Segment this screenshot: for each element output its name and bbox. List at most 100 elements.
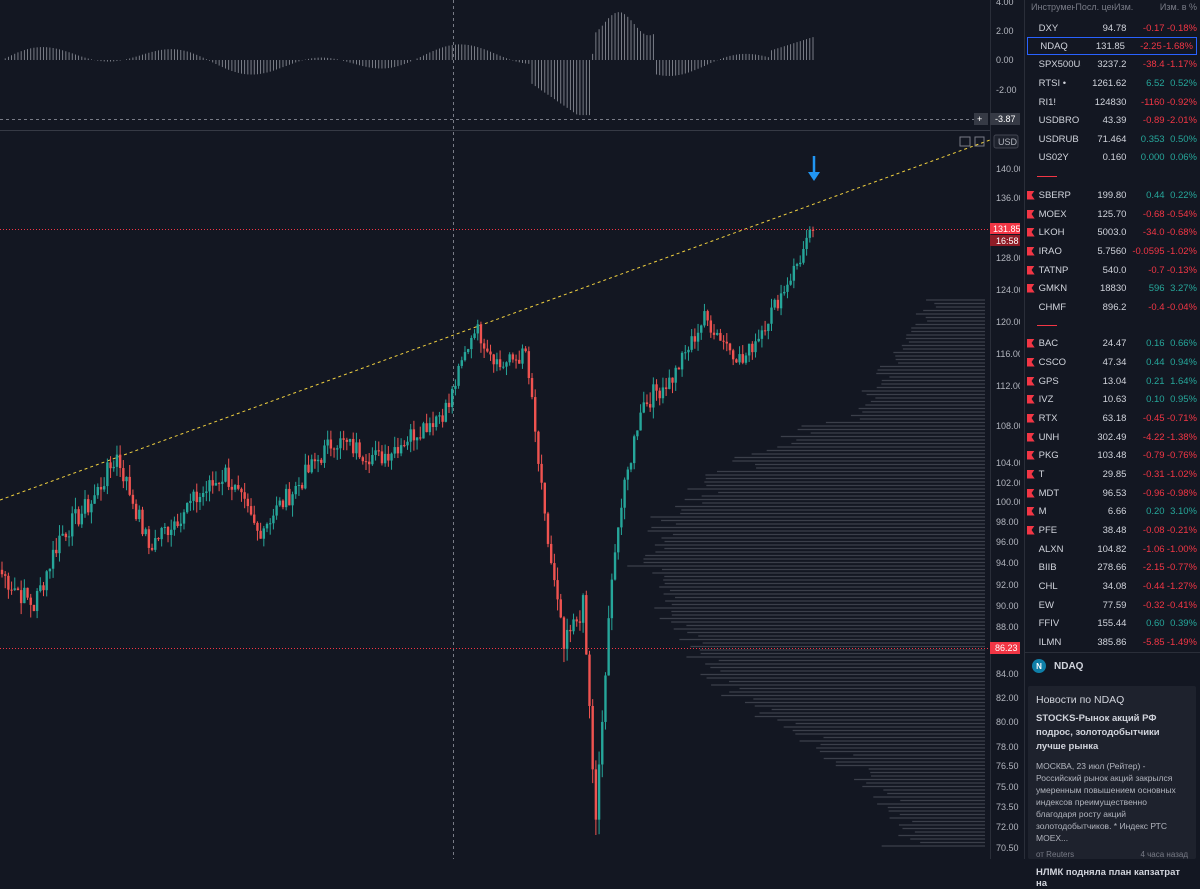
candle-body <box>435 416 438 428</box>
arrow-marker-icon <box>808 172 820 181</box>
header-change-pct[interactable]: Изм. в % <box>1159 2 1197 12</box>
candle-body <box>243 492 246 499</box>
watchlist-row[interactable]: SPX500USD 3237.2 -38.4-1.17% <box>1025 55 1200 73</box>
watchlist-row[interactable]: IVZ 10.63 0.10 0.95% <box>1025 390 1200 408</box>
pane-maximize-icon <box>959 136 971 147</box>
candle-body <box>655 384 658 391</box>
watchlist-row[interactable]: BAC 24.47 0.16 0.66% <box>1025 334 1200 352</box>
row-symbol: TATNP <box>1038 264 1069 276</box>
row-change-pct: -0.76% <box>1166 449 1197 461</box>
candle-body <box>182 512 186 524</box>
flag-icon <box>1027 153 1035 162</box>
watchlist-row[interactable]: RTSI • 1261.62 6.52 0.52% <box>1025 74 1200 92</box>
watchlist-row[interactable]: SBERP 199.80 0.44 0.22% <box>1025 186 1200 204</box>
watchlist-row[interactable]: CHMF 896.2 -0.4 -0.04% <box>1025 298 1200 316</box>
candle-body <box>205 491 208 493</box>
watchlist-row[interactable]: ILMN 385.86 -5.85 -1.49% <box>1025 633 1200 651</box>
row-change: -4.22 <box>1142 431 1165 443</box>
candle-body <box>419 437 422 439</box>
watchlist-row[interactable]: CSCO 47.34 0.44 0.94% <box>1025 353 1200 371</box>
watchlist-row[interactable]: USDBRO 43.39 -0.89 -2.01% <box>1025 111 1200 129</box>
candle-body <box>738 354 741 363</box>
row-change: -5.85 <box>1142 636 1165 648</box>
flag-icon <box>1027 582 1035 591</box>
flag-icon <box>1027 79 1035 88</box>
watchlist-row[interactable]: FFIV 155.44 0.60 0.39% <box>1025 614 1200 632</box>
watchlist-row[interactable]: GPS 13.04 0.21 1.64% <box>1025 372 1200 390</box>
row-change: -2.15 <box>1142 561 1165 573</box>
candle-body <box>511 354 515 360</box>
header-symbol[interactable]: Инструмент <box>1031 2 1076 12</box>
candle-body <box>246 498 250 507</box>
candle-body <box>451 388 454 408</box>
candle-body <box>390 453 393 461</box>
news-item-title[interactable]: STOCKS-Рынок акций РФ подрос, золотодобы… <box>1036 713 1160 752</box>
watchlist-row[interactable]: PFE 38.48 -0.08 -0.21% <box>1025 521 1200 539</box>
row-change-pct: 0.52% <box>1170 77 1197 89</box>
watchlist-row[interactable]: T 29.85 -0.31 -1.02% <box>1025 465 1200 483</box>
watchlist-row[interactable]: PKG 103.48 -0.79 -0.76% <box>1025 446 1200 464</box>
watchlist-row[interactable]: CHL 34.08 -0.44 -1.27% <box>1025 577 1200 595</box>
row-symbol: SPX500USD <box>1038 58 1081 70</box>
watchlist-row[interactable]: LKOH 5003.0 -34.0 -0.68% <box>1025 223 1200 241</box>
watchlist-row[interactable]: ALXN 104.82 -1.06 -1.00% <box>1025 540 1200 558</box>
row-change-pct: 3.27% <box>1170 282 1197 294</box>
candle-body <box>792 265 796 281</box>
candle-body <box>134 503 138 520</box>
watchlist-row[interactable]: MOEX 125.70 -0.68 -0.54% <box>1025 205 1200 223</box>
row-last-price: 1261.62 <box>1092 77 1127 89</box>
header-last[interactable]: Посл. цен <box>1075 2 1114 12</box>
candle-body <box>313 459 317 462</box>
news-item-body[interactable]: МОСКВА, 23 июл (Рейтер) - Российский рын… <box>1036 761 1176 843</box>
candle-body <box>693 336 697 342</box>
candle-body <box>779 293 783 309</box>
chart-area[interactable]: 140.00136.00132.00128.00124.00120.00116.… <box>0 0 1020 859</box>
watchlist-row[interactable]: BIIB 278.66 -2.15 -0.77% <box>1025 558 1200 576</box>
watchlist-row[interactable]: IRAO 5.7560 -0.0595 -1.02% <box>1025 242 1200 260</box>
news-panel[interactable]: Новости по NDAQ STOCKS-Рынок акций РФ по… <box>1028 686 1196 889</box>
watchlist-panel: Инструмент Посл. цен Изм. Изм. в % DXY 94… <box>1024 0 1200 859</box>
candle-body <box>198 496 202 503</box>
watchlist-row[interactable]: MDT 96.53 -0.96 -0.98% <box>1025 484 1200 502</box>
candle-body <box>514 359 518 361</box>
chart-canvas[interactable]: 140.00136.00132.00128.00124.00120.00116.… <box>0 0 1020 859</box>
candle-body <box>470 337 473 350</box>
detail-header[interactable]: N NDAQ <box>1024 653 1200 679</box>
watchlist-row[interactable]: RTX 63.18 -0.45 -0.71% <box>1025 409 1200 427</box>
candle-body <box>441 415 444 422</box>
watchlist-row[interactable]: DXY 94.78 -0.17 -0.18% <box>1025 19 1200 37</box>
candle-body <box>597 764 601 820</box>
candle-body <box>240 488 243 493</box>
row-change-pct: -1.49% <box>1166 636 1197 648</box>
watchlist-row[interactable]: M 6.66 0.20 3.10% <box>1025 502 1200 520</box>
watchlist-row[interactable]: USDRUB 71.464 0.353 0.50% <box>1025 130 1200 148</box>
oscillator-value-label: -3.87 <box>995 114 1016 124</box>
watchlist-row[interactable]: EW 77.59 -0.32 -0.41% <box>1025 596 1200 614</box>
header-change[interactable]: Изм. <box>1114 2 1134 12</box>
candle-body <box>61 533 64 536</box>
news-item2-title[interactable]: НЛМК подняла план капзатрат на <box>1036 867 1181 889</box>
candle-body <box>581 595 585 623</box>
price-tick-label: 112.00 <box>996 381 1020 391</box>
price-tick-label: 73.50 <box>996 802 1019 812</box>
candle-body <box>297 485 301 487</box>
watchlist-row[interactable]: US02Y 0.160 0.000 0.06% <box>1025 148 1200 166</box>
row-symbol: PKG <box>1038 449 1059 461</box>
watchlist-row[interactable]: GMKN 18830 596 3.27% <box>1025 279 1200 297</box>
flag-icon <box>1027 563 1035 572</box>
flag-icon <box>1027 303 1035 312</box>
news-meta: от Reuters 4 часа назад <box>1028 844 1196 859</box>
row-change: 0.20 <box>1146 505 1165 517</box>
watchlist-row[interactable]: NDAQ 131.85 -2.25 -1.68% <box>1027 37 1197 55</box>
row-symbol: GMKN <box>1038 282 1068 294</box>
watchlist-row[interactable]: UNH 302.49 -4.22 -1.38% <box>1025 428 1200 446</box>
candle-body <box>422 423 425 439</box>
watchlist-row[interactable]: RI1! 124830 -1160 -0.92% <box>1025 93 1200 111</box>
row-change-pct: -1.00% <box>1166 543 1197 555</box>
candle-body <box>128 476 131 495</box>
candle-body <box>716 332 719 335</box>
flag-icon <box>1027 227 1035 237</box>
candle-body <box>457 365 460 386</box>
row-last-price: 34.08 <box>1102 580 1127 592</box>
watchlist-row[interactable]: TATNP 540.0 -0.7 -0.13% <box>1025 261 1200 279</box>
